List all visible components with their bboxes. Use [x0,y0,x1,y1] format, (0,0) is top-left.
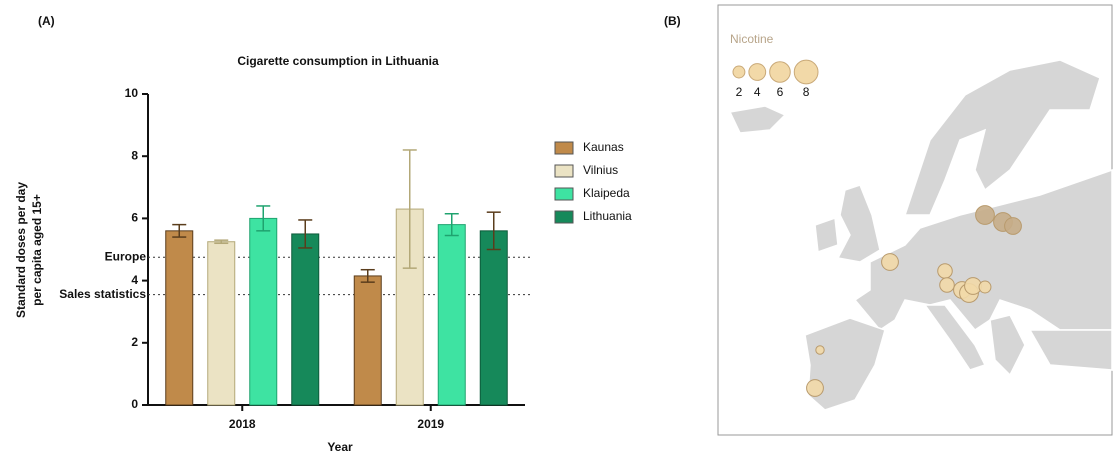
reference-label: Sales statistics [59,287,146,301]
y-axis-label-line: Standard doses per day [14,182,28,318]
bar [165,230,194,406]
bar [353,275,382,406]
y-tick-label: 8 [131,148,138,162]
map-bubble [939,277,955,293]
iberia [804,317,886,411]
bar [437,224,466,406]
x-axis-label: Year [327,440,353,454]
legend-bubble [769,61,791,83]
x-tick-label: 2019 [417,417,444,431]
balkans [989,314,1026,377]
map-bubble [978,280,992,294]
ireland [814,216,839,254]
legend-label: Vilnius [583,163,618,177]
legend-swatch [554,210,574,224]
panel-label: (A) [38,14,55,28]
legend-label: Lithuania [583,209,632,223]
iceland [728,105,787,134]
map-bubble [881,253,899,271]
legend-size-label: 8 [803,85,810,99]
panel-label: (B) [664,14,681,28]
bar [291,233,320,406]
bar [479,230,508,406]
legend-swatch [554,187,574,201]
y-tick-label: 6 [131,211,138,225]
legend-size-label: 6 [777,85,784,99]
reference-label: Europe [105,249,147,263]
map-title: Nicotine [730,32,774,46]
x-tick-label: 2018 [229,417,256,431]
continent [853,168,1113,331]
chart-title: Cigarette consumption in Lithuania [237,54,439,68]
legend-swatch [554,141,574,155]
map-land [728,59,1113,411]
bar [249,217,278,406]
y-axis-label: Standard doses per day per capita aged 1… [14,182,44,318]
map-bubble [1004,217,1022,235]
y-tick-label: 0 [131,397,138,411]
map-bubble [806,379,824,397]
legend-swatch [554,164,574,178]
y-axis-label-line: per capita aged 15+ [30,194,44,306]
legend-size-label: 4 [754,85,761,99]
y-tick-label: 4 [131,273,138,287]
britain [836,184,881,263]
italy [923,304,987,371]
legend-bubble [748,63,767,81]
legend-label: Klaipeda [583,186,630,200]
legend-bubble [793,59,819,85]
map-bubble [815,345,825,355]
y-tick-label: 10 [125,86,139,100]
bar [207,241,236,406]
y-tick-label: 2 [131,335,138,349]
legend-size-label: 2 [736,85,743,99]
map-bubble [975,205,995,225]
turkey [1028,329,1113,371]
scandinavia [903,59,1101,216]
legend-bubble [732,65,746,79]
map-bubble [937,263,953,279]
legend-label: Kaunas [583,140,624,154]
